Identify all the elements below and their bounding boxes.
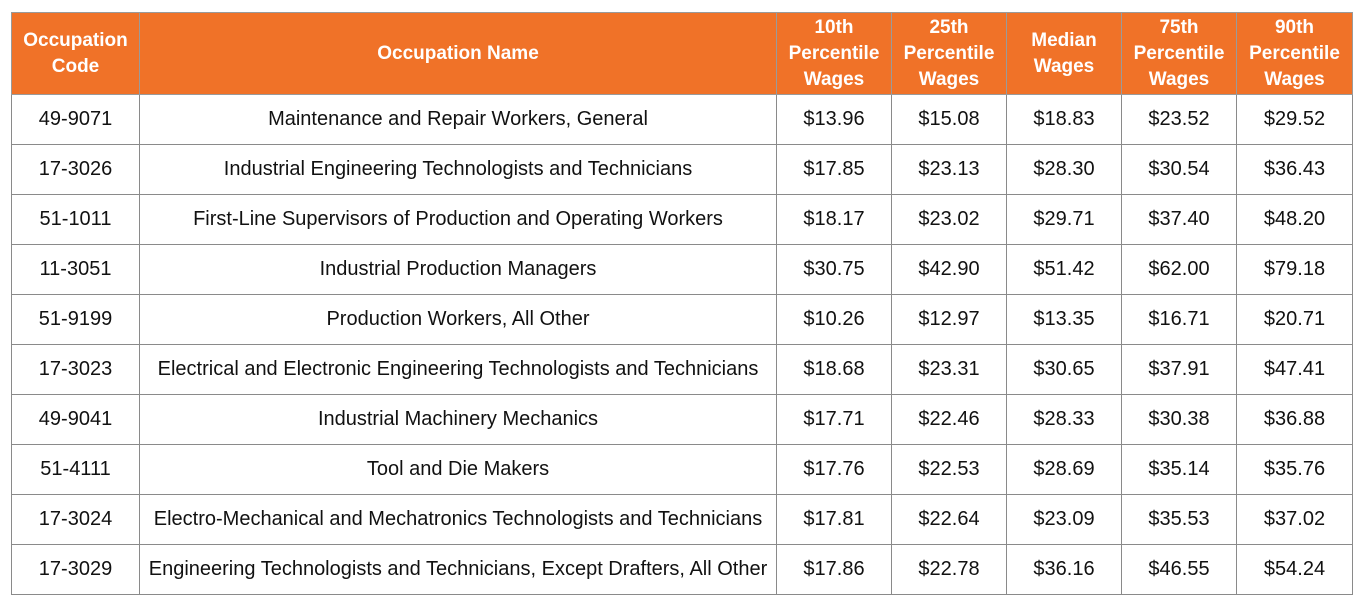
cell-75th-percentile: $16.71 — [1121, 294, 1237, 345]
cell-occupation-code: 51-4111 — [11, 444, 140, 495]
table-row: 51-4111 Tool and Die Makers $17.76 $22.53 $2… — [11, 444, 1353, 495]
header-25th-percentile: 25th Percentile Wages — [891, 12, 1007, 95]
table-row: 49-9041 Industrial Machinery Mechanics $17… — [11, 394, 1353, 445]
cell-median: $23.09 — [1006, 494, 1122, 545]
cell-occupation-name: Maintenance and Repair Workers, General — [139, 94, 777, 145]
cell-75th-percentile: $37.40 — [1121, 194, 1237, 245]
cell-90th-percentile: $36.88 — [1236, 394, 1353, 445]
cell-occupation-code: 51-1011 — [11, 194, 140, 245]
cell-25th-percentile: $15.08 — [891, 94, 1007, 145]
cell-75th-percentile: $46.55 — [1121, 544, 1237, 595]
cell-occupation-code: 49-9071 — [11, 94, 140, 145]
table-body: 49-9071 Maintenance and Repair Workers, G… — [11, 94, 1353, 595]
cell-median: $28.30 — [1006, 144, 1122, 195]
cell-occupation-name: Tool and Die Makers — [139, 444, 777, 495]
cell-occupation-name: Industrial Engineering Technologists and… — [139, 144, 777, 195]
cell-75th-percentile: $35.53 — [1121, 494, 1237, 545]
cell-90th-percentile: $47.41 — [1236, 344, 1353, 395]
cell-75th-percentile: $23.52 — [1121, 94, 1237, 145]
cell-occupation-code: 11-3051 — [11, 244, 140, 295]
table-row: 51-1011 First-Line Supervisors of Product… — [11, 194, 1353, 245]
header-occupation-name: Occupation Name — [139, 12, 777, 95]
cell-90th-percentile: $37.02 — [1236, 494, 1353, 545]
cell-occupation-name: Electro-Mechanical and Mechatronics Tech… — [139, 494, 777, 545]
cell-occupation-code: 51-9199 — [11, 294, 140, 345]
cell-25th-percentile: $42.90 — [891, 244, 1007, 295]
cell-75th-percentile: $35.14 — [1121, 444, 1237, 495]
header-median: Median Wages — [1006, 12, 1122, 95]
cell-occupation-code: 17-3026 — [11, 144, 140, 195]
cell-10th-percentile: $17.76 — [776, 444, 892, 495]
cell-25th-percentile: $12.97 — [891, 294, 1007, 345]
cell-median: $36.16 — [1006, 544, 1122, 595]
cell-median: $28.69 — [1006, 444, 1122, 495]
header-90th-percentile: 90th Percentile Wages — [1236, 12, 1353, 95]
cell-10th-percentile: $17.86 — [776, 544, 892, 595]
cell-occupation-name: Industrial Production Managers — [139, 244, 777, 295]
table-row: 49-9071 Maintenance and Repair Workers, G… — [11, 94, 1353, 145]
cell-25th-percentile: $22.64 — [891, 494, 1007, 545]
cell-occupation-code: 17-3024 — [11, 494, 140, 545]
cell-75th-percentile: $30.54 — [1121, 144, 1237, 195]
occupation-wage-table: Occupation Code Occupation Name 10th Per… — [11, 12, 1353, 595]
cell-90th-percentile: $48.20 — [1236, 194, 1353, 245]
cell-occupation-name: Production Workers, All Other — [139, 294, 777, 345]
header-row: Occupation Code Occupation Name 10th Per… — [11, 12, 1353, 95]
header-occupation-code: Occupation Code — [11, 12, 140, 95]
cell-occupation-code: 17-3029 — [11, 544, 140, 595]
cell-25th-percentile: $23.13 — [891, 144, 1007, 195]
cell-median: $29.71 — [1006, 194, 1122, 245]
cell-90th-percentile: $29.52 — [1236, 94, 1353, 145]
wage-table-container: Occupation Code Occupation Name 10th Per… — [11, 12, 1353, 595]
cell-90th-percentile: $79.18 — [1236, 244, 1353, 295]
table-row: 17-3024 Electro-Mechanical and Mechatroni… — [11, 494, 1353, 545]
cell-occupation-name: Engineering Technologists and Technician… — [139, 544, 777, 595]
cell-25th-percentile: $22.46 — [891, 394, 1007, 445]
header-10th-percentile: 10th Percentile Wages — [776, 12, 892, 95]
cell-occupation-name: Electrical and Electronic Engineering Te… — [139, 344, 777, 395]
cell-10th-percentile: $18.17 — [776, 194, 892, 245]
cell-25th-percentile: $22.78 — [891, 544, 1007, 595]
cell-median: $30.65 — [1006, 344, 1122, 395]
cell-10th-percentile: $10.26 — [776, 294, 892, 345]
cell-median: $18.83 — [1006, 94, 1122, 145]
cell-25th-percentile: $23.31 — [891, 344, 1007, 395]
cell-90th-percentile: $54.24 — [1236, 544, 1353, 595]
table-row: 17-3023 Electrical and Electronic Enginee… — [11, 344, 1353, 395]
cell-10th-percentile: $17.71 — [776, 394, 892, 445]
cell-90th-percentile: $36.43 — [1236, 144, 1353, 195]
cell-90th-percentile: $20.71 — [1236, 294, 1353, 345]
cell-median: $28.33 — [1006, 394, 1122, 445]
cell-occupation-code: 17-3023 — [11, 344, 140, 395]
table-header: Occupation Code Occupation Name 10th Per… — [11, 12, 1353, 95]
table-row: 17-3029 Engineering Technologists and Tec… — [11, 544, 1353, 595]
cell-75th-percentile: $30.38 — [1121, 394, 1237, 445]
cell-90th-percentile: $35.76 — [1236, 444, 1353, 495]
cell-75th-percentile: $37.91 — [1121, 344, 1237, 395]
cell-median: $51.42 — [1006, 244, 1122, 295]
table-row: 17-3026 Industrial Engineering Technologi… — [11, 144, 1353, 195]
cell-10th-percentile: $18.68 — [776, 344, 892, 395]
cell-occupation-name: Industrial Machinery Mechanics — [139, 394, 777, 445]
cell-75th-percentile: $62.00 — [1121, 244, 1237, 295]
cell-10th-percentile: $17.85 — [776, 144, 892, 195]
cell-25th-percentile: $23.02 — [891, 194, 1007, 245]
cell-25th-percentile: $22.53 — [891, 444, 1007, 495]
cell-occupation-name: First-Line Supervisors of Production and… — [139, 194, 777, 245]
cell-10th-percentile: $13.96 — [776, 94, 892, 145]
cell-occupation-code: 49-9041 — [11, 394, 140, 445]
cell-10th-percentile: $17.81 — [776, 494, 892, 545]
header-75th-percentile: 75th Percentile Wages — [1121, 12, 1237, 95]
cell-median: $13.35 — [1006, 294, 1122, 345]
table-row: 11-3051 Industrial Production Managers $30… — [11, 244, 1353, 295]
table-row: 51-9199 Production Workers, All Other $10.… — [11, 294, 1353, 345]
cell-10th-percentile: $30.75 — [776, 244, 892, 295]
